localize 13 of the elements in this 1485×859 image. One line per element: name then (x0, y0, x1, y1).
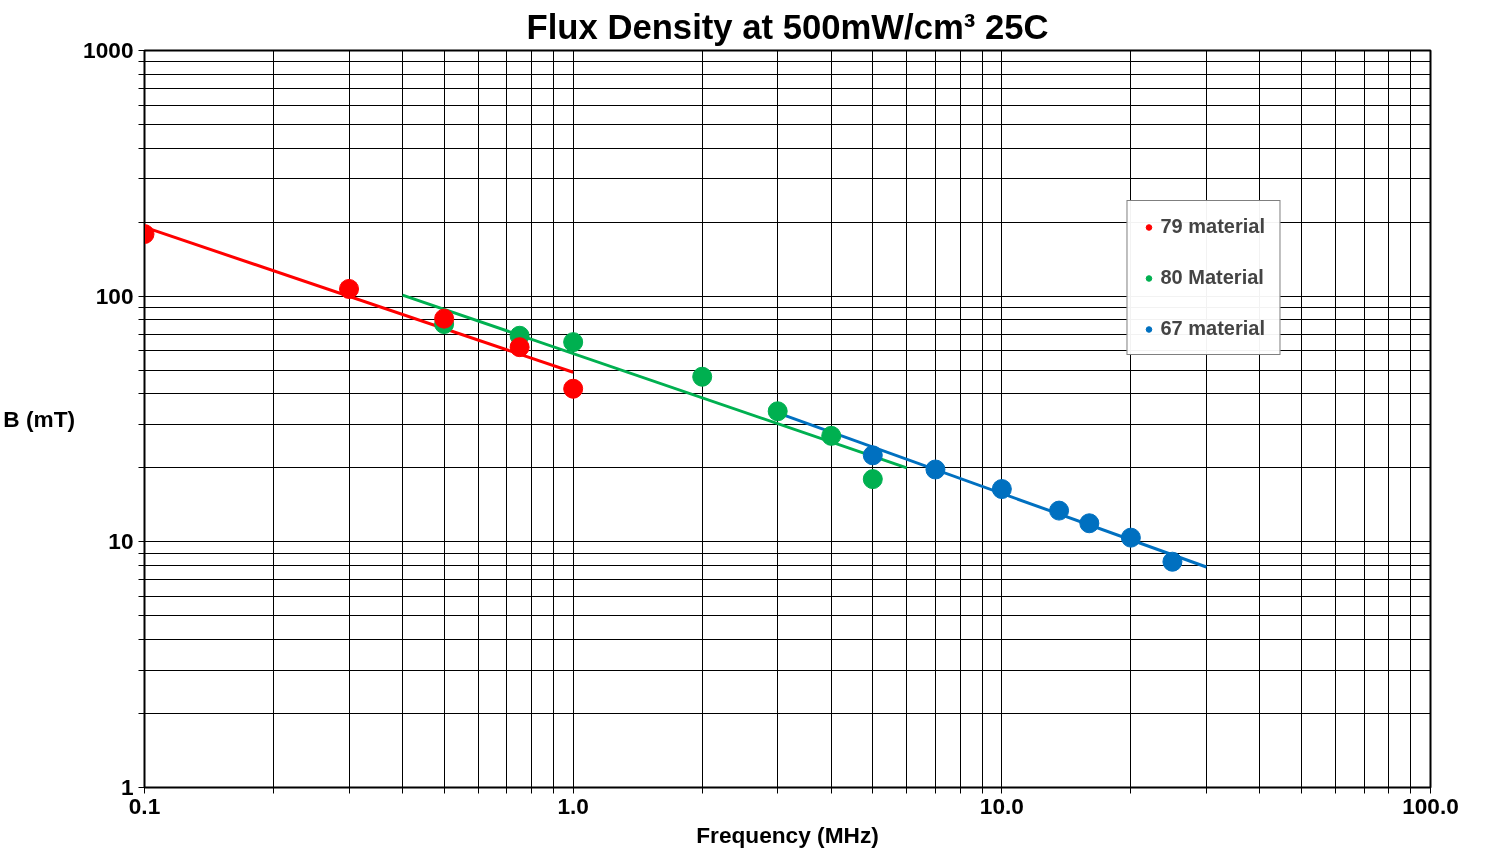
legend-label: 80 Material (1160, 266, 1264, 289)
legend-label: 67 material (1160, 317, 1265, 340)
y-tick-label: 100 (95, 282, 134, 309)
legend-label: 79 material (1160, 215, 1265, 238)
x-tick-label: 1.0 (557, 792, 589, 819)
x-axis-title: Frequency (MHz) (696, 821, 879, 848)
y-tick-label: 1 (120, 774, 134, 800)
x-tick-label: 10.0 (979, 792, 1024, 819)
y-axis-title: B (mT) (3, 406, 76, 432)
chart-title: Flux Density at 500mW/cm³ 25C (526, 7, 1049, 46)
x-tick-label: 100.0 (1402, 792, 1459, 819)
y-tick-label: 1000 (83, 37, 134, 63)
y-tick-label: 10 (108, 528, 134, 555)
